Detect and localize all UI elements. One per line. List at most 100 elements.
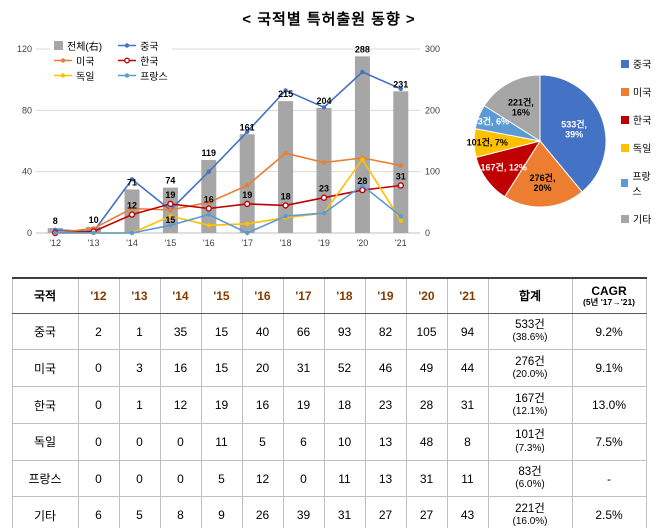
cagr-cell: 2.5% [571,496,647,528]
svg-text:15: 15 [165,215,175,225]
cell: 16 [159,349,202,388]
charts-row: 0 40 80 120 0 100 200 300 '12 '13 '14 '15 '16 '17 '18 '… [0,33,658,271]
cell: 40 [241,312,284,351]
pie-legend-item: 독일 [620,140,658,155]
pie-legend-item: 중국 [620,56,658,71]
cell: 9 [200,496,243,528]
pie-legend-label: 기타 [632,215,652,226]
cell: 27 [364,496,407,528]
cell: 8 [159,496,202,528]
cell: 16 [241,386,284,424]
row-label: 기타 [11,496,79,528]
svg-text:'15: '15 [165,238,177,248]
svg-text:16: 16 [204,194,214,204]
svg-text:8: 8 [53,216,58,226]
cell: 0 [118,422,161,461]
legend-item: 한국 [118,54,168,68]
svg-text:101건, 7%: 101건, 7% [467,137,508,148]
pie-legend-item: 프랑스 [620,168,658,198]
legend-label: 중국 [140,42,159,53]
cell: 19 [200,386,243,424]
cell: 3 [118,349,161,388]
cell: 43 [446,496,489,528]
cell: 0 [77,349,120,388]
cell: 0 [77,386,120,424]
cell: 11 [446,459,489,498]
cell: 6 [77,496,120,528]
pie-legend-label: 독일 [632,144,652,155]
column-header-year: '18 [323,277,366,314]
svg-text:20%: 20% [534,183,552,193]
cell: 20 [241,349,284,388]
cell: 19 [282,386,325,424]
column-header-nationality: 국적 [11,277,79,314]
table-row: 한국 0 1 12 19 16 19 18 23 28 31 167건 (12.1%) 13.0% [11,386,647,424]
cell: 5 [200,459,243,498]
cell: 28 [405,386,448,424]
legend-item: 전체(右) [54,39,103,53]
cagr-cell: 9.2% [571,312,647,351]
svg-text:'17: '17 [241,238,253,248]
table-row: 독일 0 0 0 11 5 6 10 13 48 8 101건 (7.3%) 7.5% [11,422,647,461]
cell: 11 [200,422,243,461]
column-header-year: '20 [405,277,448,314]
svg-text:215: 215 [278,89,293,99]
svg-text:80: 80 [22,105,32,115]
page-title: < 국적별 특허출원 동향 > [242,11,416,28]
total-cell: 101건 (7.3%) [487,422,573,461]
combo-chart-canvas: 0 40 80 120 0 100 200 300 '12 '13 '14 '15 '16 '17 '18 '… [17,44,440,248]
svg-text:'12: '12 [49,238,61,248]
svg-text:'20: '20 [357,238,369,248]
legend-label: 프랑스 [140,72,168,83]
svg-text:100: 100 [425,167,440,177]
column-header-year: '15 [200,277,243,314]
column-header-year: '14 [159,277,202,314]
cell: 26 [241,496,284,528]
combo-chart: 0 40 80 120 0 100 200 300 '12 '13 '14 '15 '16 '17 '18 '… [8,33,458,269]
legend-label: 전체(右) [67,42,103,53]
total-cell: 221건 (16.0%) [487,496,573,528]
cell: 1 [118,312,161,351]
svg-text:23: 23 [319,184,329,194]
svg-text:300: 300 [425,44,440,54]
table-row: 프랑스 0 0 0 5 12 0 11 13 31 11 83건 (6.0%) - [11,459,647,498]
pie-legend-swatch [620,115,629,124]
svg-text:'21: '21 [395,238,407,248]
cell: 12 [241,459,284,498]
svg-text:28: 28 [357,176,367,186]
column-header-year: '12 [77,277,120,314]
cell: 94 [446,312,489,351]
table-header-row: 국적 '12'13'14'15'16'17'18'19'20'21 합계 CAGR (5… [11,277,647,314]
table-row: 기타 6 5 8 9 26 39 31 27 27 43 221건 (16.0%) 2.5% [11,496,647,528]
legend-label: 미국 [76,57,95,68]
cell: 46 [364,349,407,388]
total-cell: 83건 (6.0%) [487,459,573,498]
column-header-year: '13 [118,277,161,314]
cell: 23 [364,386,407,424]
svg-text:533건,: 533건, [561,119,587,130]
row-label: 중국 [11,312,79,351]
pie-legend-label: 중국 [632,60,652,71]
cell: 13 [364,459,407,498]
pie-legend-label: 미국 [632,88,652,99]
cell: 66 [282,312,325,351]
cell: 8 [446,422,489,461]
svg-text:161: 161 [240,122,255,132]
cell: 1 [118,386,161,424]
total-cell: 167건 (12.1%) [487,386,573,424]
svg-text:167건, 12%: 167건, 12% [481,161,527,172]
svg-text:71: 71 [127,177,137,187]
pie-legend-swatch [620,179,629,187]
column-header-year: '21 [446,277,489,314]
cell: 0 [159,422,202,461]
cell: 31 [282,349,325,388]
cell: 35 [159,312,202,351]
pie-legend-label: 한국 [632,116,652,127]
total-cell: 533건 (38.6%) [487,312,573,351]
pie-legend-swatch [620,214,629,223]
svg-text:39%: 39% [565,130,583,140]
cell: 13 [364,422,407,461]
legend-item: 미국 [54,54,102,68]
